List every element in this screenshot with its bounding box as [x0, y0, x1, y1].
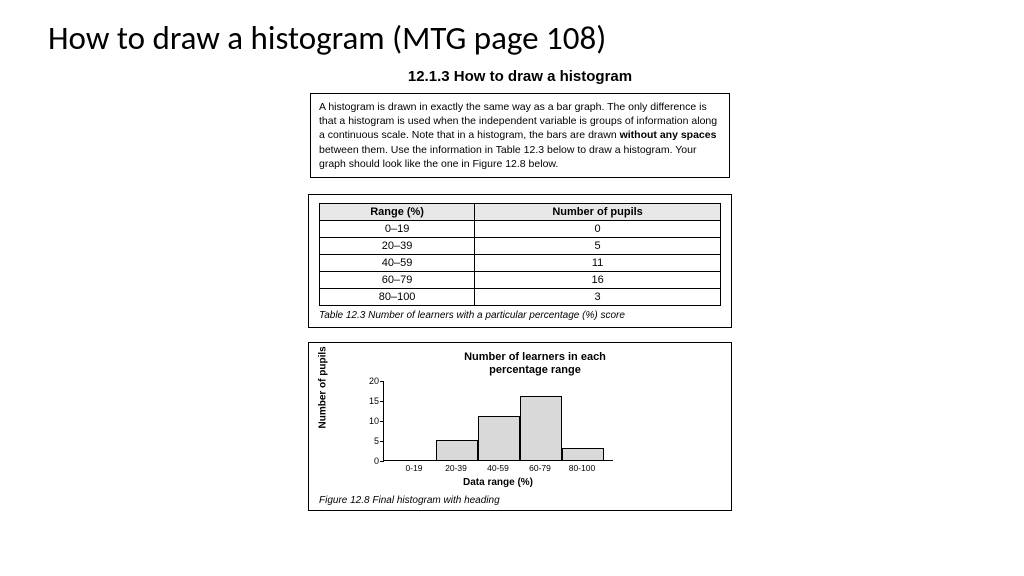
- description-post: between them. Use the information in Tab…: [319, 144, 696, 170]
- table-row: 0–190: [320, 220, 721, 237]
- y-tick-label: 0: [374, 456, 379, 466]
- data-table: Range (%) Number of pupils 0–190 20–395 …: [319, 203, 721, 306]
- table-row: 20–395: [320, 237, 721, 254]
- y-tick-label: 10: [369, 416, 379, 426]
- cell: 40–59: [320, 254, 475, 271]
- chart-title: Number of learners in each percentage ra…: [349, 351, 721, 377]
- cell: 0: [475, 220, 721, 237]
- y-tick-label: 5: [374, 436, 379, 446]
- histogram-bar: [520, 396, 562, 460]
- chart-area: Number of pupils 05101520 0-1920-3940-59…: [333, 381, 721, 491]
- x-tick-label: 40-59: [487, 463, 509, 473]
- y-tick-label: 20: [369, 376, 379, 386]
- table-caption: Table 12.3 Number of learners with a par…: [319, 310, 721, 321]
- chart-title-line1: Number of learners in each: [464, 351, 606, 363]
- cell: 3: [475, 288, 721, 305]
- x-tick-label: 80-100: [569, 463, 595, 473]
- description-bold: without any spaces: [620, 129, 717, 141]
- description-box: A histogram is drawn in exactly the same…: [310, 93, 730, 178]
- table-row: 40–5911: [320, 254, 721, 271]
- table-row: 60–7916: [320, 271, 721, 288]
- x-tick-label: 0-19: [405, 463, 422, 473]
- y-tick-mark: [380, 421, 384, 422]
- slide-title: How to draw a histogram (MTG page 108): [48, 18, 606, 58]
- y-tick-label: 15: [369, 396, 379, 406]
- table-row: 80–1003: [320, 288, 721, 305]
- y-tick-mark: [380, 441, 384, 442]
- cell: 80–100: [320, 288, 475, 305]
- histogram-bar: [478, 416, 520, 460]
- cell: 11: [475, 254, 721, 271]
- x-tick-label: 20-39: [445, 463, 467, 473]
- chart-title-line2: percentage range: [489, 364, 581, 376]
- y-tick-mark: [380, 401, 384, 402]
- section-heading: 12.1.3 How to draw a histogram: [300, 68, 740, 85]
- col-header: Number of pupils: [475, 203, 721, 220]
- x-tick-label: 60-79: [529, 463, 551, 473]
- cell: 60–79: [320, 271, 475, 288]
- cell: 0–19: [320, 220, 475, 237]
- table-header-row: Range (%) Number of pupils: [320, 203, 721, 220]
- cell: 5: [475, 237, 721, 254]
- chart-box: Number of learners in each percentage ra…: [308, 342, 732, 511]
- x-axis-label: Data range (%): [383, 477, 613, 488]
- cell: 16: [475, 271, 721, 288]
- col-header: Range (%): [320, 203, 475, 220]
- table-box: Range (%) Number of pupils 0–190 20–395 …: [308, 194, 732, 328]
- content-region: 12.1.3 How to draw a histogram A histogr…: [300, 68, 740, 511]
- y-axis-label: Number of pupils: [318, 347, 329, 429]
- histogram-bar: [562, 448, 604, 460]
- cell: 20–39: [320, 237, 475, 254]
- chart-caption: Figure 12.8 Final histogram with heading: [319, 495, 721, 506]
- y-tick-mark: [380, 461, 384, 462]
- histogram-bar: [436, 440, 478, 460]
- y-tick-mark: [380, 381, 384, 382]
- plot-area: [383, 381, 613, 461]
